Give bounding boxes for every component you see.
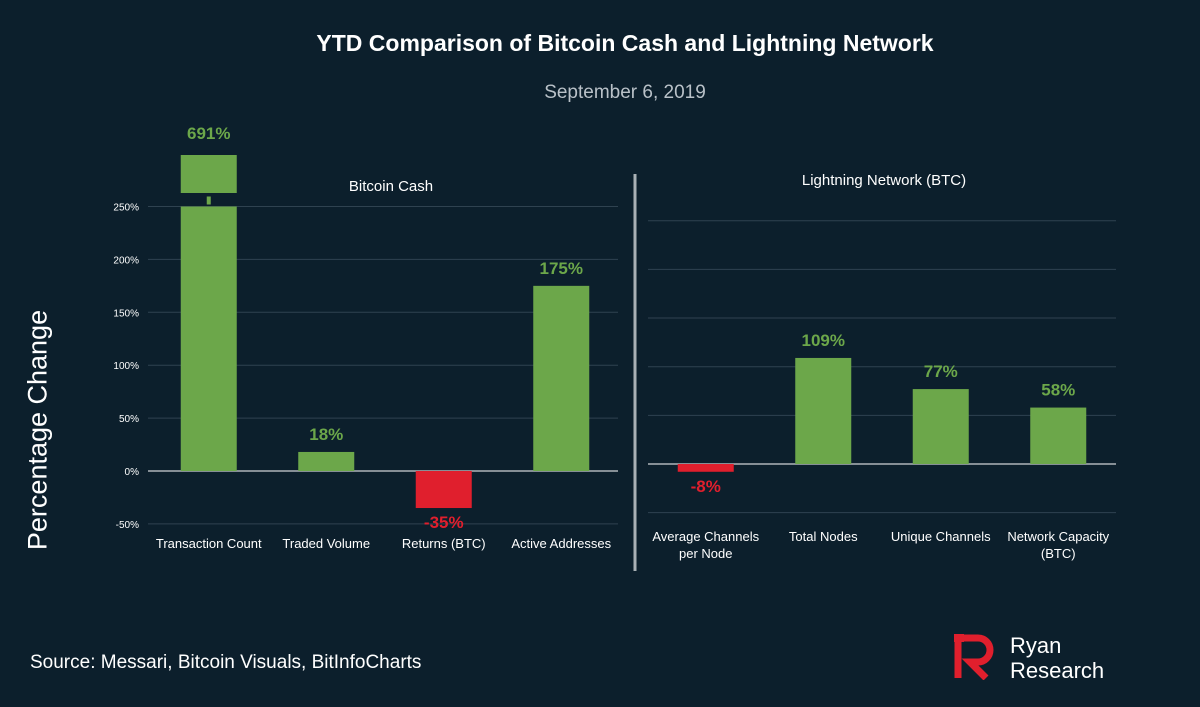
x-tick-label: Traded Volume	[282, 536, 370, 551]
bar	[1030, 407, 1087, 464]
bar	[795, 357, 852, 464]
chart-title: YTD Comparison of Bitcoin Cash and Light…	[316, 30, 934, 56]
data-label: 109%	[802, 331, 845, 350]
x-tick-label: (BTC)	[1041, 546, 1076, 561]
data-label: -8%	[691, 477, 721, 496]
y-tick-label: 0%	[125, 467, 140, 478]
brand-line-1: Ryan	[1010, 633, 1062, 658]
y-tick-label: 150%	[113, 308, 139, 319]
x-tick-label: Active Addresses	[511, 536, 611, 551]
brand-line-2: Research	[1010, 658, 1105, 683]
y-tick-label: -50%	[116, 520, 139, 531]
y-tick-label: 50%	[119, 414, 139, 425]
panel-title: Lightning Network (BTC)	[802, 172, 966, 189]
panel-title: Bitcoin Cash	[349, 178, 433, 195]
x-tick-label: Network Capacity	[1007, 529, 1109, 544]
data-label: 58%	[1041, 381, 1075, 400]
bar	[415, 471, 472, 509]
x-tick-label: Returns (BTC)	[402, 536, 486, 551]
bar	[298, 451, 355, 471]
data-label: 77%	[924, 362, 958, 381]
bar	[912, 389, 969, 464]
data-label: 18%	[309, 425, 343, 444]
bar	[533, 285, 590, 471]
chart-subtitle: September 6, 2019	[544, 82, 706, 103]
y-tick-label: 200%	[113, 255, 139, 266]
data-label: 175%	[540, 259, 583, 278]
bar-break-cap	[180, 155, 237, 193]
data-label: -35%	[424, 513, 464, 532]
bar-break-stub	[206, 196, 211, 205]
y-tick-label: 100%	[113, 361, 139, 372]
data-label: 691%	[187, 124, 230, 143]
x-tick-label: Unique Channels	[891, 529, 991, 544]
y-tick-label: 250%	[113, 203, 139, 214]
bar	[180, 206, 237, 471]
source-note: Source: Messari, Bitcoin Visuals, BitInf…	[30, 652, 422, 673]
x-tick-label: Transaction Count	[156, 536, 262, 551]
brand-name: Ryan Research	[1010, 633, 1104, 683]
ryan-research-logo-icon	[954, 634, 994, 680]
bar	[677, 464, 734, 472]
x-tick-label: Total Nodes	[789, 529, 858, 544]
x-tick-label: Average Channels	[652, 529, 759, 544]
x-tick-label: per Node	[679, 546, 732, 561]
